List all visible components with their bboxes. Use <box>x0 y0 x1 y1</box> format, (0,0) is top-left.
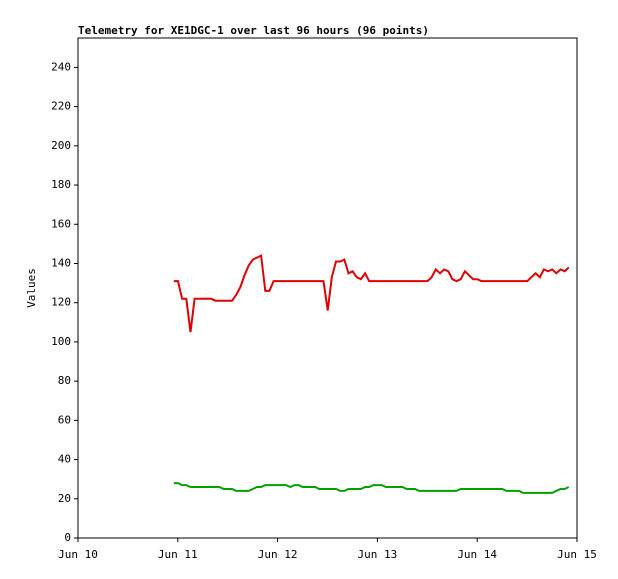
data-line <box>173 482 570 494</box>
y-tick-label: 20 <box>58 492 71 505</box>
x-tick-label: Jun 12 <box>258 548 298 561</box>
y-tick-label: 120 <box>51 296 71 309</box>
y-axis-label: Values <box>25 268 38 308</box>
x-tick-label: Jun 13 <box>358 548 398 561</box>
y-tick-label: 0 <box>64 531 71 544</box>
y-tick-label: 60 <box>58 413 71 426</box>
y-tick-label: 140 <box>51 256 71 269</box>
y-tick-label: 240 <box>51 60 71 73</box>
x-tick-label: Jun 14 <box>457 548 497 561</box>
y-tick-label: 180 <box>51 178 71 191</box>
y-tick-label: 160 <box>51 217 71 230</box>
y-tick-label: 80 <box>58 374 71 387</box>
y-tick-label: 40 <box>58 453 71 466</box>
x-tick-label: Jun 10 <box>58 548 98 561</box>
plot-frame <box>77 37 578 539</box>
y-tick-label: 220 <box>51 100 71 113</box>
chart-title: Telemetry for XE1DGC-1 over last 96 hour… <box>78 24 429 37</box>
y-tick-label: 100 <box>51 335 71 348</box>
data-line <box>173 254 570 333</box>
x-tick-label: Jun 15 <box>557 548 597 561</box>
y-tick-label: 200 <box>51 139 71 152</box>
x-tick-label: Jun 11 <box>158 548 198 561</box>
